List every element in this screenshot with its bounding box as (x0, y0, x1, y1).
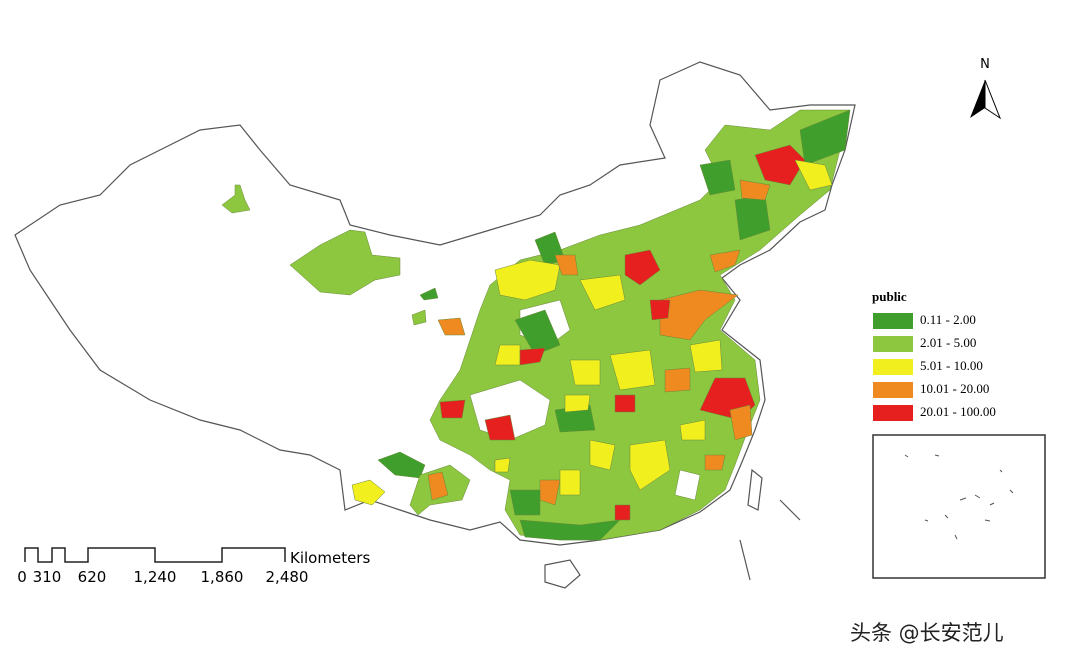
inset-box (872, 434, 1046, 579)
scale-label: 0 (17, 568, 27, 586)
scale-label: 2,480 (266, 568, 309, 586)
legend-swatch (873, 313, 913, 329)
region (519, 519, 621, 541)
region (614, 394, 636, 413)
legend-swatch (873, 405, 913, 421)
inset-islands (904, 454, 1014, 540)
legend-label: 20.01 - 100.00 (920, 404, 996, 419)
region (659, 289, 739, 341)
region (589, 439, 616, 471)
region (427, 471, 449, 501)
region (729, 404, 753, 441)
region (679, 419, 706, 441)
legend-swatch (873, 382, 913, 398)
region (579, 274, 626, 311)
border-line (739, 499, 801, 581)
region (649, 299, 671, 321)
region (689, 339, 723, 373)
region (514, 309, 561, 356)
region (794, 159, 833, 191)
legend-title: public (872, 289, 907, 304)
region (519, 347, 546, 366)
region (494, 457, 511, 473)
region (289, 229, 401, 296)
gap (674, 469, 701, 501)
north-label: N (980, 57, 990, 72)
region (629, 439, 671, 491)
region (614, 504, 631, 521)
region (739, 179, 771, 201)
legend-label: 0.11 - 2.00 (920, 312, 976, 327)
region (624, 249, 661, 286)
region (509, 489, 541, 516)
region (221, 184, 251, 214)
region (439, 399, 466, 419)
region (754, 144, 806, 186)
region (411, 309, 427, 326)
region (704, 454, 726, 471)
region (664, 367, 691, 393)
scale-labels: Kilometers 0 310 620 1,240 1,860 2,480 (17, 549, 370, 586)
north-arrow: N (970, 57, 1002, 120)
region (799, 109, 851, 166)
region (699, 159, 736, 196)
scale-label: 1,860 (201, 568, 244, 586)
scale-unit: Kilometers (290, 549, 370, 567)
region (484, 414, 516, 441)
island (544, 559, 581, 589)
legend-label: 10.01 - 20.00 (920, 381, 989, 396)
region (377, 451, 426, 479)
legend-label: 2.01 - 5.00 (920, 335, 976, 350)
region (569, 359, 601, 386)
legend-label: 5.01 - 10.00 (920, 358, 983, 373)
regions (221, 109, 851, 541)
region (351, 479, 386, 506)
scale-label: 310 (33, 568, 62, 586)
island (747, 468, 763, 511)
region (494, 259, 561, 301)
region (419, 287, 439, 301)
region (559, 469, 581, 496)
region (437, 317, 466, 336)
region (554, 254, 579, 276)
watermark: 头条 @长安范儿 (850, 621, 1004, 645)
legend-swatch (873, 359, 913, 375)
scale-label: 1,240 (134, 568, 177, 586)
region (609, 349, 656, 391)
region (564, 394, 591, 413)
legend-swatch (873, 336, 913, 352)
scale-bar (24, 547, 286, 563)
legend: public 0.11 - 2.00 2.01 - 5.00 5.01 - 10.0… (872, 289, 996, 421)
region (709, 249, 741, 273)
scale-label: 620 (78, 568, 107, 586)
